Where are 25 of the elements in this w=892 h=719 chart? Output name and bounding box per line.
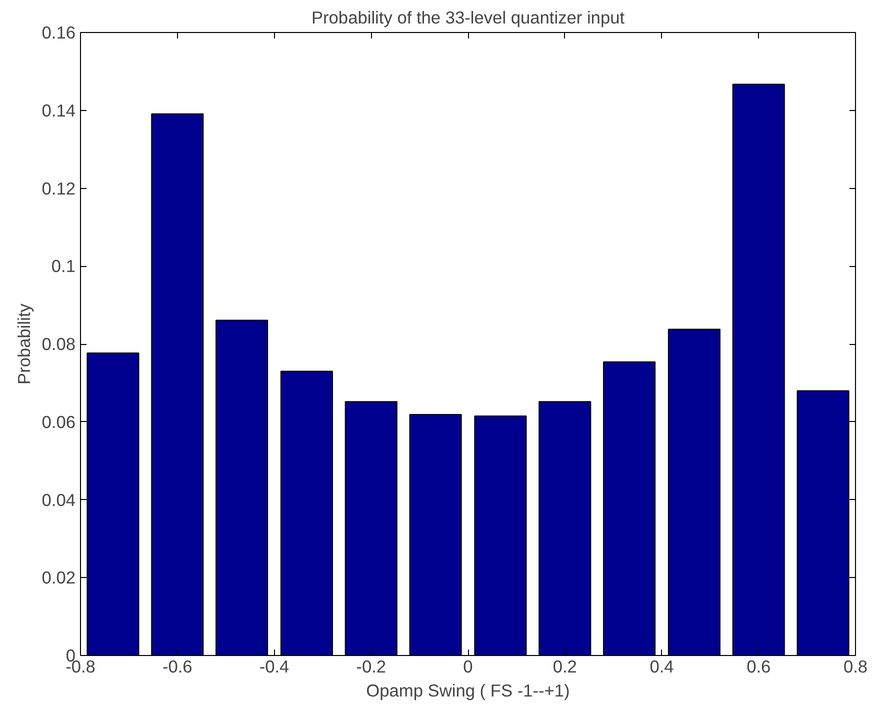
bar [603,361,656,656]
y-tick-label: 0.02 [42,568,76,588]
y-tick-label: 0.12 [42,178,76,198]
chart-title: Probability of the 33-level quantizer input [311,8,625,28]
x-tick-label: 0.6 [746,656,771,676]
bar [474,416,527,656]
y-axis-title: Probability [14,303,34,384]
y-tick-label: 0.1 [51,256,76,276]
x-tick-label: 0.4 [650,656,674,676]
x-tick-label: 0.8 [843,656,868,676]
x-tick-label: -0.2 [356,656,386,676]
x-tick-label: -0.4 [259,656,290,676]
bar [409,414,462,656]
y-tick-label: 0.06 [42,412,76,432]
x-tick-label: 0.2 [552,656,577,676]
bar [216,320,268,656]
y-tick-label: 0.08 [42,334,76,354]
bar [668,328,720,656]
x-tick-label: -0.6 [162,656,192,676]
y-tick-label: 0.14 [42,100,76,120]
y-tick-label: 0.04 [42,490,76,510]
y-tick-label: 0.16 [42,22,76,42]
bar [280,370,333,656]
x-axis-title: Opamp Swing ( FS -1--+1) [366,680,570,700]
x-tick-label: 0 [463,656,473,676]
